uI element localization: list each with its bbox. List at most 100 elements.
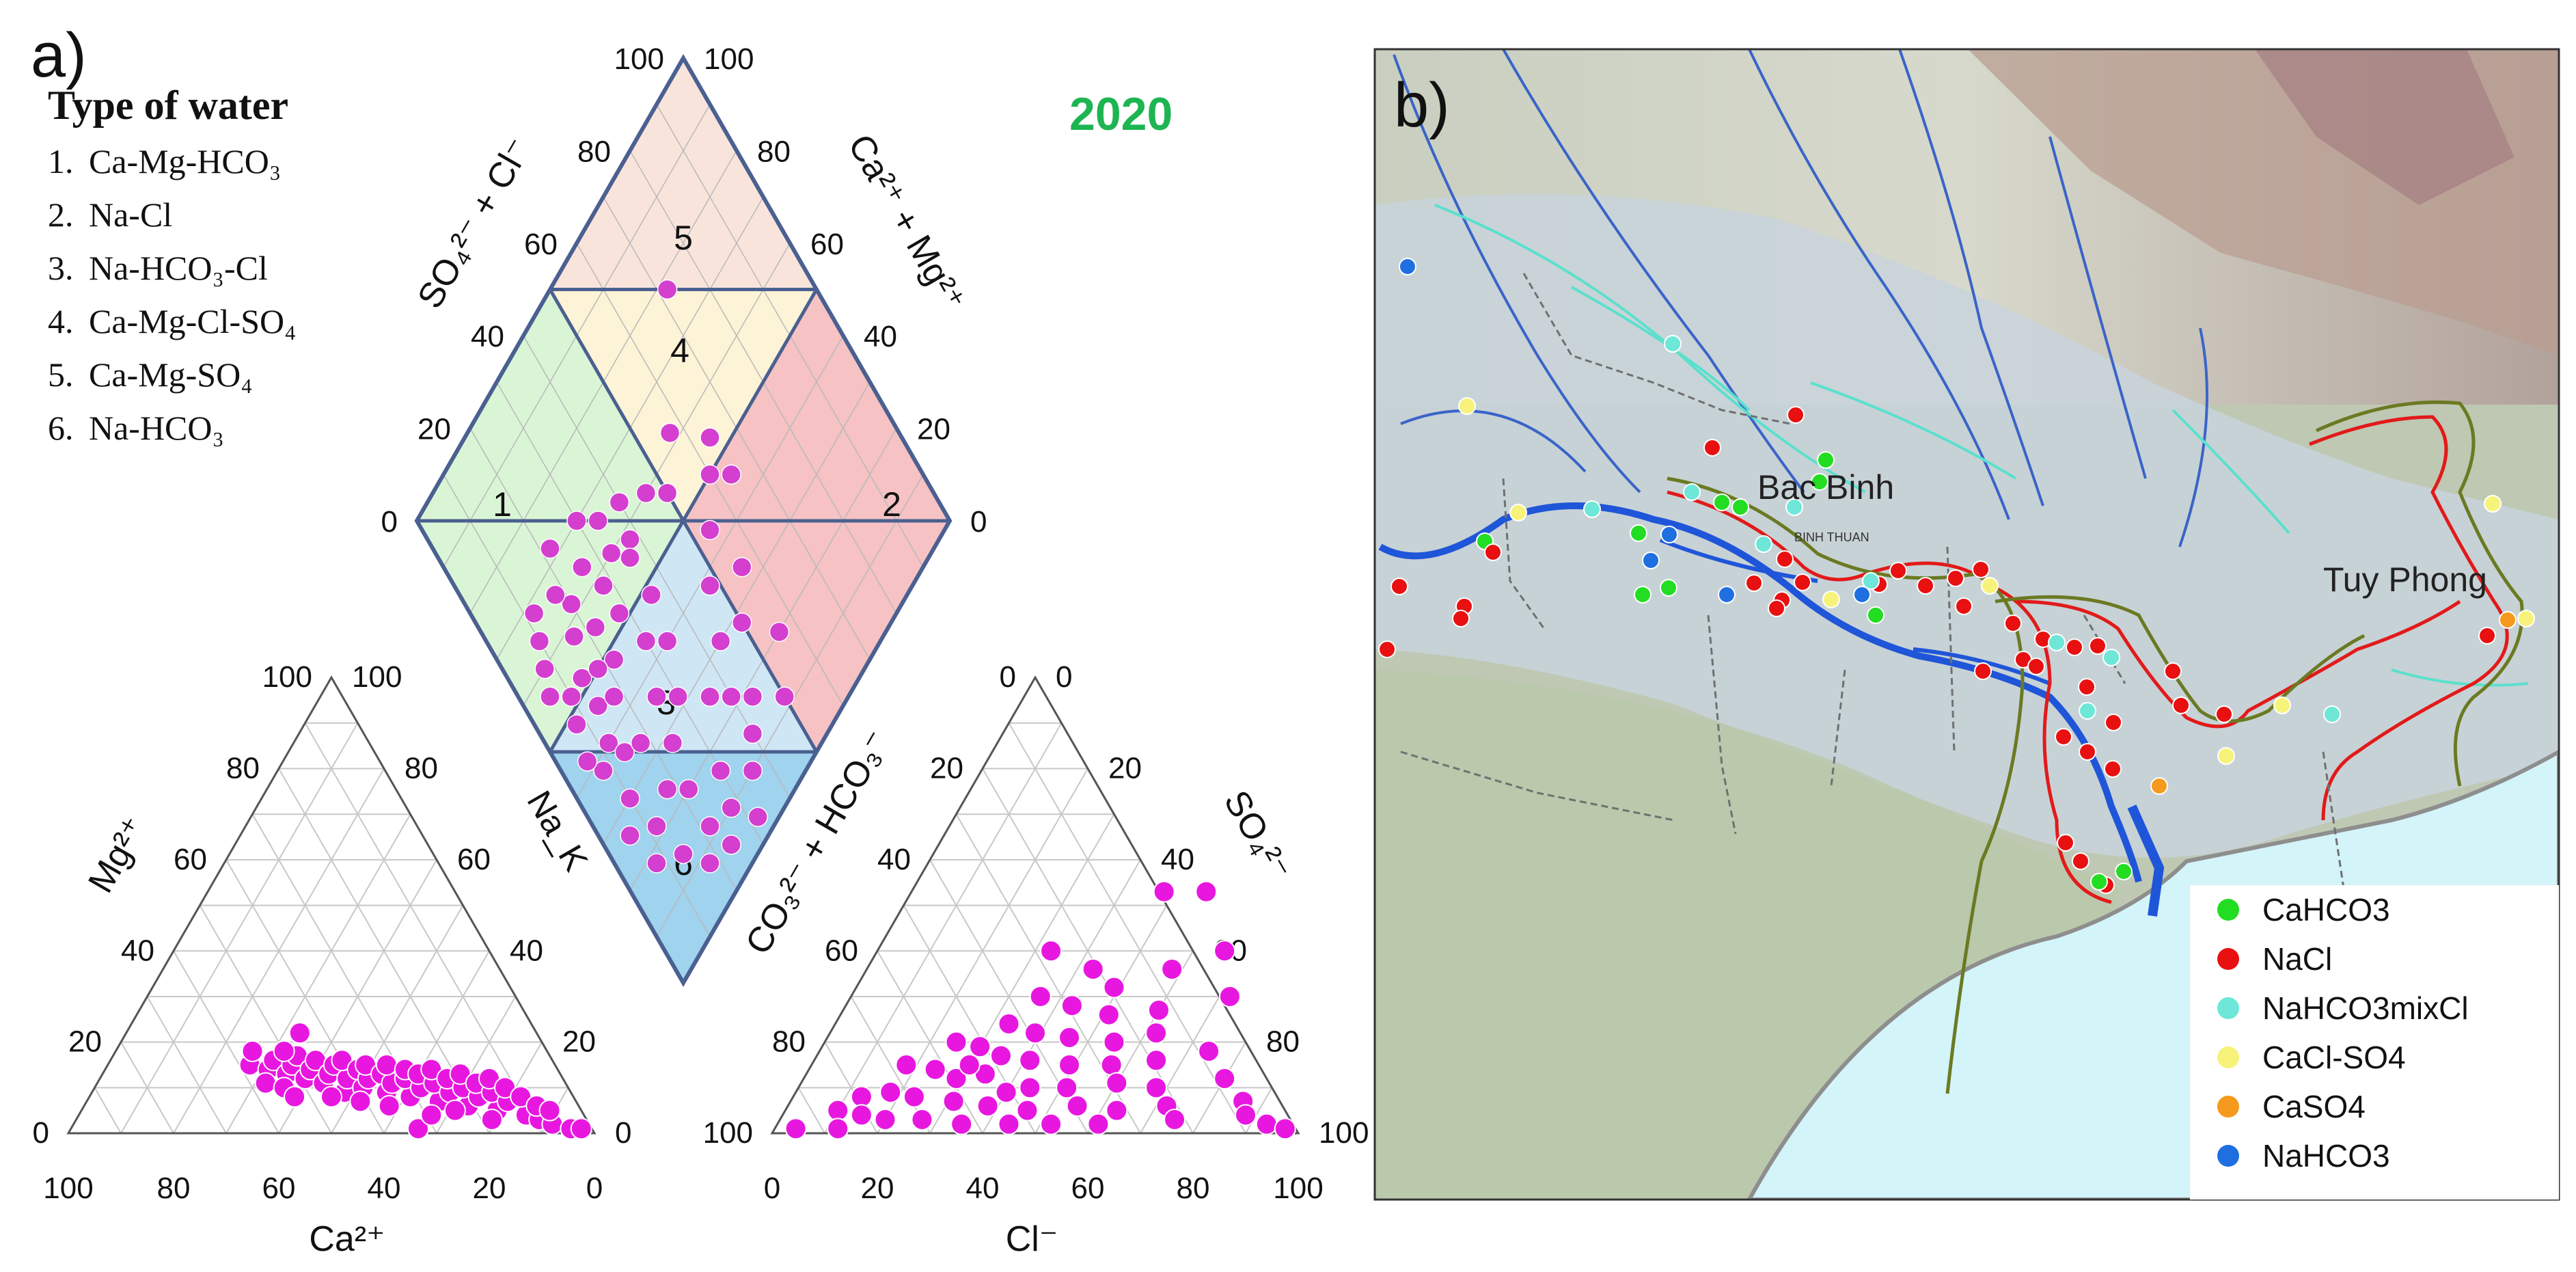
diamond-sample-point — [721, 464, 741, 485]
water-type-number: 1. — [48, 142, 74, 180]
legend-label: NaHCO3mixCl — [2262, 990, 2469, 1026]
map-label-tuy-phong: Tuy Phong — [2323, 560, 2487, 599]
legend-label: CaCl-SO4 — [2262, 1040, 2406, 1075]
diamond-sample-point — [700, 816, 720, 837]
map-sample-point — [1731, 498, 1749, 516]
diamond-sample-point — [646, 853, 667, 874]
zone-6 — [550, 752, 817, 983]
anion-sample-point — [942, 1090, 965, 1113]
anion-sample-point — [1164, 1108, 1186, 1131]
diamond-sample-point — [659, 422, 681, 444]
anion-sample-point — [1029, 985, 1052, 1007]
diamond-sample-point — [748, 807, 768, 828]
diamond-sample-point — [700, 853, 720, 874]
diamond-sample-point — [700, 576, 720, 596]
anion-sample-point — [1100, 1053, 1123, 1076]
anion-sample-point — [995, 1081, 1017, 1103]
tick-label: 20 — [930, 752, 963, 785]
cation-sample-point — [538, 1099, 561, 1122]
tick-label: 0 — [764, 1172, 780, 1205]
diamond-sample-point — [585, 617, 606, 638]
diamond-sample-point — [545, 584, 566, 606]
legend-item: NaHCO3mixCl — [2190, 984, 2559, 1033]
diamond-sample-point — [609, 603, 630, 624]
map-sample-point — [1811, 473, 1828, 491]
anion-sample-point — [1060, 994, 1083, 1017]
coastal-plain — [1375, 194, 2559, 858]
panel-a-label: a) — [31, 21, 87, 90]
diamond-sample-point — [635, 483, 657, 504]
map-sample-point — [1787, 406, 1805, 424]
zone-5 — [550, 58, 817, 290]
diamond-sample-point — [614, 742, 635, 763]
map-sample-point — [2027, 658, 2045, 675]
tick-label: 60 — [262, 1172, 296, 1205]
diamond-sample-point — [534, 658, 555, 679]
diamond-upper-right-axis-title: Ca²⁺ + Mg²⁺ — [840, 128, 973, 318]
grid-line — [199, 905, 332, 1134]
water-type-number: 3. — [48, 249, 74, 287]
grid-line — [120, 722, 359, 1134]
water-type-label: Na-HCO₃-Cl — [89, 249, 268, 287]
cation-sample-point — [570, 1118, 592, 1140]
diamond-sample-point — [721, 686, 741, 707]
anion-sample-point — [1019, 1049, 1041, 1072]
map-sample-point — [1776, 550, 1794, 568]
cation-sample-point — [288, 1022, 311, 1044]
tick-label: 0 — [1000, 660, 1016, 694]
map-sample-point — [1399, 258, 1416, 275]
map-sample-point — [1785, 498, 1803, 516]
legend-label: NaHCO3 — [2262, 1138, 2390, 1174]
tick-label: 0 — [586, 1172, 603, 1205]
water-type-item: 5. Ca-Mg-SO₄ — [48, 348, 297, 401]
tick-label: 60 — [457, 843, 491, 876]
cation-sample-point — [480, 1108, 503, 1131]
water-type-number: 4. — [48, 302, 74, 340]
cation-left-axis-title: Mg²⁺ — [81, 811, 155, 899]
legend-item: NaHCO3 — [2190, 1131, 2559, 1180]
rivers — [1393, 49, 2208, 547]
map-sample-point — [2273, 696, 2291, 714]
diamond-sample-point — [561, 594, 581, 614]
anion-sample-point — [1016, 1099, 1039, 1122]
zone-number: 2 — [882, 485, 901, 524]
diamond-sample-point — [710, 631, 731, 651]
diamond-sample-point — [566, 714, 587, 735]
map-sample-points — [1378, 258, 2535, 894]
diamond-upper-left-axis-title: SO₄²⁻ + Cl⁻ — [410, 131, 539, 315]
zone-number: 5 — [674, 219, 693, 257]
diamond-sample-point — [620, 547, 640, 568]
grid-line — [877, 950, 983, 1134]
map-sample-point — [1660, 526, 1678, 543]
tick-label: 20 — [1108, 752, 1142, 785]
water-type-label: Ca-Mg-Cl-SO₄ — [89, 302, 297, 340]
year-label: 2020 — [1069, 88, 1173, 140]
grid-line — [1008, 722, 1246, 1134]
map-sample-point — [1703, 439, 1721, 457]
tick-label: 80 — [1177, 1172, 1210, 1205]
anion-sample-point — [1195, 880, 1218, 903]
cation-sample-point — [443, 1099, 466, 1122]
cation-sample-point — [284, 1085, 306, 1108]
diamond-sample-point — [599, 733, 619, 753]
diamond-sample-point — [601, 543, 622, 564]
anion-sample-point — [850, 1085, 873, 1108]
anion-sample-point — [945, 1067, 968, 1090]
tick-label: 40 — [966, 1172, 1000, 1205]
panel-b-label: b) — [1394, 70, 1450, 140]
zone-number: 4 — [670, 331, 689, 370]
tick-label: 40 — [510, 934, 543, 967]
grid-line — [1140, 996, 1220, 1134]
anion-sample-point — [998, 1012, 1020, 1035]
map-sample-point — [2004, 614, 2022, 632]
diamond-sample-point — [564, 626, 584, 647]
map-sample-point — [1972, 560, 1990, 578]
tick-label: 100 — [704, 42, 754, 76]
cation-bottom-axis-title: Ca²⁺ — [309, 1219, 385, 1259]
anion-bottom-axis-title: Cl⁻ — [1006, 1219, 1058, 1259]
anion-sample-point — [1235, 1104, 1257, 1126]
diamond-sample-point — [742, 760, 763, 781]
tick-label: 0 — [33, 1116, 49, 1150]
diamond-sample-point — [657, 279, 678, 300]
grid-line — [1245, 1087, 1273, 1134]
